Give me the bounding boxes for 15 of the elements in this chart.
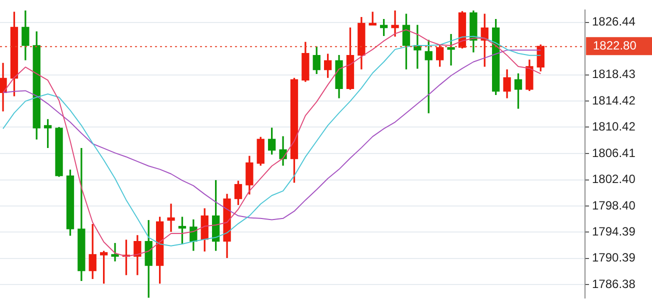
y-tick-label: 1810.42 <box>592 120 636 134</box>
y-tick-label: 1790.39 <box>592 250 636 265</box>
candlestick <box>447 34 455 66</box>
y-tick-label: 1826.44 <box>592 14 636 29</box>
ref-line-label: 1822.80 <box>593 38 637 52</box>
candlestick <box>167 204 175 232</box>
y-tick-label: 1794.39 <box>592 224 636 239</box>
y-tick-label: 1802.40 <box>592 172 636 186</box>
y-tick-label: 1818.43 <box>592 67 636 82</box>
y-tick-label: 1806.41 <box>592 146 636 160</box>
candlestick <box>111 242 119 262</box>
y-tick-label: 1814.42 <box>592 93 636 108</box>
y-tick-label: 1786.38 <box>592 277 636 292</box>
y-tick-label: 1798.40 <box>592 198 636 212</box>
candlestick <box>391 10 399 37</box>
